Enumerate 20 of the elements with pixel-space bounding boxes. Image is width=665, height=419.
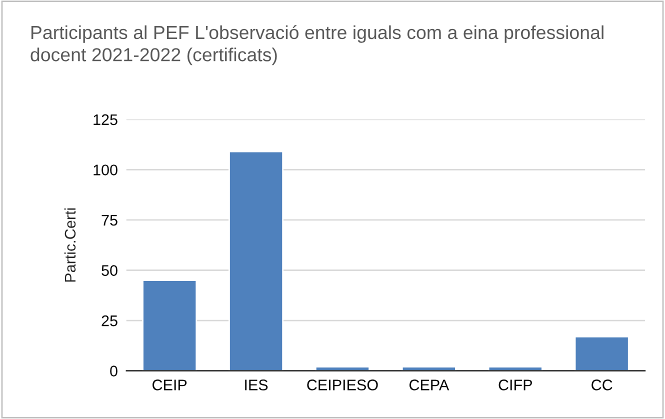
x-tick-label: CEPA	[409, 380, 450, 390]
y-tick-label: 125	[94, 114, 118, 126]
bar	[574, 336, 630, 371]
x-tick-label: CC	[592, 380, 612, 390]
x-tick-label: CIFP	[498, 380, 532, 390]
y-tick-label: 75	[102, 215, 118, 226]
chart-title: Participants al PEF L'observació entre iguals com a eina professional docent 2021-2022 (certificats)	[30, 25, 604, 66]
y-tick-label: 50	[102, 265, 118, 276]
y-tick-label: 100	[94, 164, 118, 176]
y-tick-label: 0	[110, 366, 118, 376]
y-axis-title: Partic.Certi	[64, 208, 76, 282]
y-tick-label: 25	[102, 315, 118, 326]
x-tick-label: CEIP	[152, 380, 187, 390]
bar	[142, 280, 198, 371]
bar	[488, 366, 543, 371]
x-tick-label: IES	[245, 380, 268, 390]
x-tick-label: CEIPIESO	[307, 380, 378, 390]
bar	[401, 366, 456, 371]
bar	[314, 366, 370, 371]
bar	[228, 150, 284, 371]
